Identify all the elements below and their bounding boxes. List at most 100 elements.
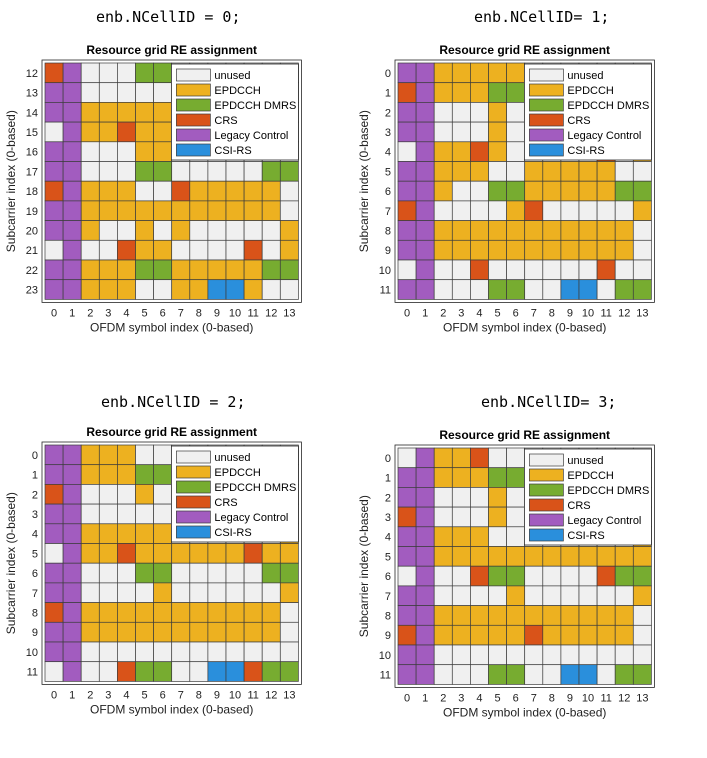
grid-cell	[397, 62, 417, 84]
y-tick-label: 8	[385, 610, 391, 622]
x-tick-label: 12	[265, 689, 277, 701]
grid-cell	[488, 565, 507, 587]
legend-label: CRS	[214, 115, 237, 127]
grid-cell	[415, 102, 435, 123]
grid-cell	[614, 624, 634, 646]
x-tick-label: 1	[422, 307, 428, 319]
y-tick-label: 2	[385, 492, 391, 504]
grid-cell	[225, 259, 245, 281]
grid-cell	[171, 582, 191, 603]
y-tick-label: 2	[32, 489, 38, 501]
grid-cell	[415, 200, 435, 221]
x-tick-label: 3	[458, 692, 464, 704]
grid-cell	[433, 220, 453, 241]
grid-cell	[470, 644, 489, 666]
y-tick-label: 15	[26, 127, 38, 139]
grid-cell	[470, 220, 489, 241]
grid-cell	[470, 546, 489, 567]
legend-swatch	[529, 483, 564, 497]
grid-cell	[542, 546, 562, 567]
grid-cell	[433, 62, 453, 84]
grid-cell	[488, 526, 507, 547]
grid-cell	[596, 200, 616, 221]
grid-cell	[135, 484, 154, 505]
grid-cell	[451, 141, 471, 162]
grid-cell	[279, 259, 299, 281]
grid-cell	[578, 279, 598, 300]
grid-cell	[524, 624, 544, 646]
grid-cell	[524, 259, 544, 281]
grid-cell	[632, 585, 652, 606]
grid-cell	[153, 503, 173, 525]
grid-cell	[614, 605, 634, 626]
grid-cell	[117, 602, 136, 623]
x-tick-label: 5	[141, 307, 147, 319]
grid-cell	[189, 200, 209, 221]
grid-cell	[117, 239, 136, 261]
grid-cell	[397, 565, 417, 587]
grid-cell	[153, 220, 173, 241]
grid-cell	[596, 644, 616, 666]
x-tick-label: 2	[87, 689, 93, 701]
grid-cell	[578, 259, 598, 281]
legend-swatch	[529, 113, 564, 127]
grid-cell	[470, 605, 489, 626]
grid-cell	[98, 220, 118, 241]
grid-cell	[171, 543, 191, 564]
y-tick-label: 9	[385, 245, 391, 257]
grid-cell	[80, 121, 100, 143]
y-tick-label: 4	[385, 147, 391, 159]
y-tick-label: 14	[26, 107, 38, 119]
grid-cell	[560, 664, 580, 685]
grid-cell	[542, 664, 562, 685]
grid-cell	[189, 259, 209, 281]
grid-cell	[560, 279, 580, 300]
grid-cell	[632, 644, 652, 666]
grid-cell	[451, 664, 471, 685]
grid-cell	[98, 641, 118, 663]
grid-cell	[243, 239, 263, 261]
y-tick-label: 2	[385, 107, 391, 119]
grid-cell	[397, 526, 417, 547]
grid-cell	[415, 82, 435, 103]
grid-cell	[135, 161, 154, 182]
grid-cell	[135, 180, 154, 202]
x-tick-label: 7	[531, 307, 537, 319]
grid-cell	[470, 200, 489, 221]
grid-cell	[279, 220, 299, 241]
grid-cell	[98, 464, 118, 485]
grid-cell	[261, 220, 281, 241]
grid-cell	[98, 239, 118, 261]
grid-cell	[415, 605, 435, 626]
grid-cell	[153, 582, 173, 603]
grid-cell	[153, 562, 173, 584]
legend-swatch	[176, 83, 211, 97]
grid-cell	[62, 121, 82, 143]
grid-cell	[80, 661, 100, 682]
y-tick-label: 5	[385, 166, 391, 178]
grid-cell	[171, 621, 191, 643]
grid-cell	[470, 487, 489, 508]
grid-cell	[488, 121, 507, 143]
grid-cell	[542, 161, 562, 182]
legend-swatch	[529, 528, 564, 542]
grid-cell	[578, 180, 598, 202]
grid-cell	[44, 141, 64, 162]
grid-cell	[397, 200, 417, 221]
grid-cell	[153, 82, 173, 103]
grid-cell	[488, 82, 507, 103]
x-tick-label: 6	[160, 307, 166, 319]
grid-cell	[397, 102, 417, 123]
grid-cell	[44, 503, 64, 525]
grid-cell	[397, 585, 417, 606]
grid-cell	[207, 562, 227, 584]
grid-cell	[243, 562, 263, 584]
x-tick-label: 12	[618, 692, 630, 704]
grid-cell	[189, 180, 209, 202]
y-tick-label: 19	[26, 206, 38, 218]
grid-cell	[117, 220, 136, 241]
grid-cell	[243, 582, 263, 603]
grid-cell	[80, 141, 100, 162]
y-tick-label: 23	[26, 285, 38, 297]
grid-cell	[98, 102, 118, 123]
